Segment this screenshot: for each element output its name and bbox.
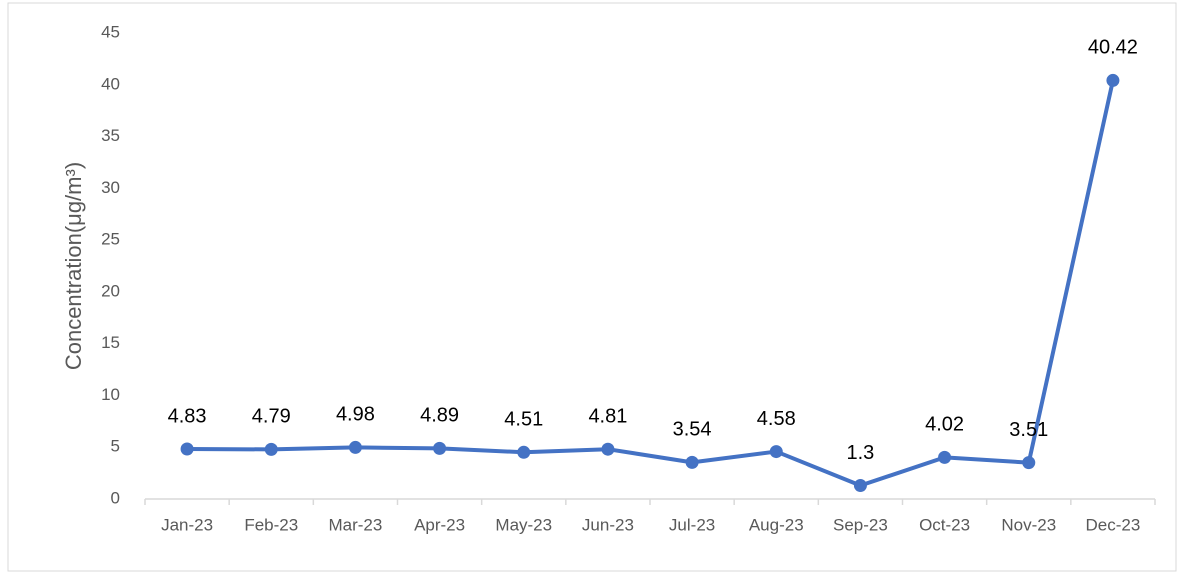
x-tick-label: Sep-23 — [833, 515, 888, 534]
data-label: 4.83 — [168, 405, 207, 427]
x-tick-label: Apr-23 — [414, 515, 465, 534]
y-tick-label: 40 — [101, 74, 120, 93]
data-point — [348, 440, 362, 454]
data-label: 4.51 — [504, 409, 543, 431]
data-point — [264, 442, 278, 456]
x-tick-label: Nov-23 — [1001, 515, 1056, 534]
x-tick-label: Mar-23 — [328, 515, 382, 534]
data-label: 4.02 — [925, 414, 964, 436]
x-tick-label: Oct-23 — [919, 515, 970, 534]
y-tick-label: 5 — [111, 437, 120, 456]
data-label: 3.51 — [1009, 419, 1048, 441]
line-series — [187, 79, 1115, 488]
data-point — [1106, 73, 1120, 87]
chart-frame — [7, 2, 1177, 572]
y-tick-label: 15 — [101, 333, 120, 352]
data-point — [938, 450, 952, 464]
x-tick-label: May-23 — [495, 515, 552, 534]
data-point — [685, 455, 699, 469]
data-label: 4.79 — [252, 406, 291, 428]
data-point — [1022, 456, 1036, 470]
y-tick-label: 25 — [101, 230, 120, 249]
data-point — [601, 442, 615, 456]
data-label: 3.54 — [673, 419, 712, 441]
data-point — [180, 442, 194, 456]
data-label: 40.42 — [1088, 37, 1138, 59]
x-tick-label: Dec-23 — [1086, 515, 1141, 534]
data-label: 4.81 — [588, 405, 627, 427]
data-label: 4.98 — [336, 404, 375, 426]
data-label: 4.89 — [420, 405, 459, 427]
x-tick-label: Jan-23 — [161, 515, 213, 534]
x-tick-label: Jul-23 — [669, 515, 715, 534]
y-tick-label: 20 — [101, 281, 120, 300]
x-tick-label: Aug-23 — [749, 515, 804, 534]
x-tick-label: Jun-23 — [582, 515, 634, 534]
y-tick-label: 0 — [111, 488, 120, 507]
y-axis-title: Concentration(μg/m³) — [61, 162, 86, 370]
y-tick-label: 30 — [101, 178, 120, 197]
data-point — [853, 479, 867, 493]
x-tick-label: Feb-23 — [244, 515, 298, 534]
y-tick-label: 10 — [101, 385, 120, 404]
data-point — [769, 445, 783, 459]
data-point — [433, 441, 447, 455]
data-point — [517, 445, 531, 459]
y-tick-label: 45 — [101, 22, 120, 41]
y-tick-label: 35 — [101, 126, 120, 145]
data-label: 4.58 — [757, 408, 796, 430]
data-label: 1.3 — [847, 442, 875, 464]
